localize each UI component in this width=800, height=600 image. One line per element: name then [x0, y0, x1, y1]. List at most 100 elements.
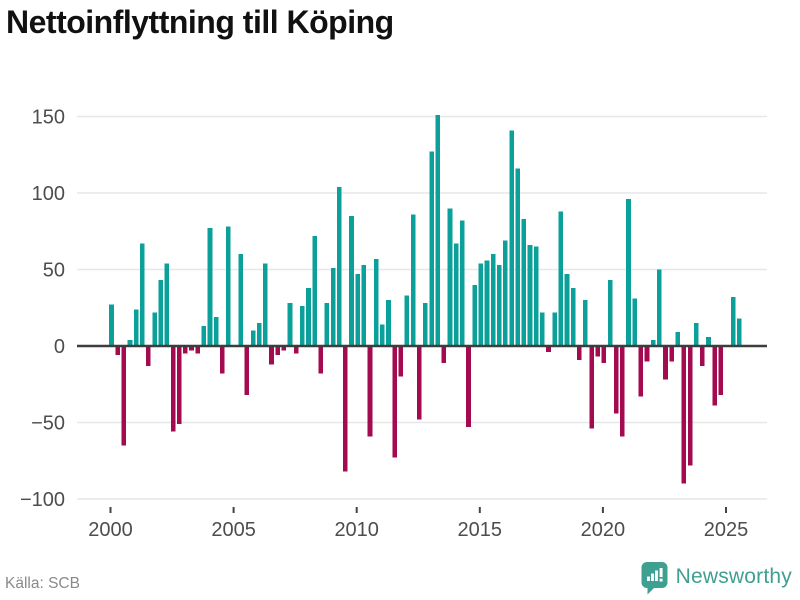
- newsworthy-logo: Newsworthy: [640, 558, 792, 596]
- bar: [509, 130, 514, 346]
- bar: [620, 346, 625, 437]
- bar: [589, 346, 594, 429]
- bar: [521, 219, 527, 346]
- bar: [287, 303, 293, 346]
- bar: [121, 346, 127, 446]
- bar: [373, 258, 379, 346]
- bar: [613, 346, 619, 414]
- bar: [176, 346, 182, 425]
- bar: [330, 267, 336, 346]
- x-tick-label: 2010: [334, 519, 379, 541]
- y-tick-label: 100: [32, 183, 65, 205]
- x-tick-label: 2015: [458, 519, 503, 541]
- bar: [115, 346, 120, 356]
- bar: [324, 303, 330, 346]
- bar: [441, 346, 447, 363]
- bar: [146, 346, 151, 366]
- bar: [540, 312, 545, 346]
- bar: [312, 235, 317, 346]
- bar: [663, 346, 668, 380]
- x-tick-label: 2020: [581, 519, 626, 541]
- bar: [318, 346, 324, 374]
- y-tick-label: 0: [54, 336, 65, 358]
- bar: [306, 287, 311, 346]
- bar: [219, 346, 225, 374]
- bar: [269, 346, 274, 365]
- bar: [693, 323, 699, 346]
- bar: [576, 346, 582, 360]
- x-tick-label: 2005: [211, 519, 256, 541]
- bar: [300, 306, 305, 346]
- bar: [183, 346, 188, 354]
- bar: [687, 346, 693, 466]
- bar: [207, 228, 213, 346]
- bar: [503, 240, 508, 346]
- x-tick-label: 2000: [88, 519, 133, 541]
- bar: [416, 346, 422, 420]
- bar: [398, 346, 404, 377]
- bar: [164, 263, 170, 346]
- bar: [595, 346, 601, 357]
- bar: [601, 346, 607, 363]
- bar: [607, 280, 613, 346]
- bar: [706, 336, 711, 346]
- bar: [650, 339, 656, 346]
- bar: [484, 260, 490, 346]
- bar: [275, 346, 280, 356]
- bar: [386, 300, 391, 346]
- bar: [410, 214, 416, 346]
- bar-chart-plot: 150 100 50 0 −50 −100 2000 2005 2010 2015 2020 2025: [20, 107, 767, 541]
- bar: [730, 297, 736, 346]
- bar: [392, 346, 397, 458]
- bar: [656, 269, 662, 346]
- bar: [189, 346, 194, 351]
- bar: [404, 295, 410, 346]
- bar: [453, 243, 459, 346]
- bar: [336, 186, 342, 346]
- bar: [737, 318, 742, 346]
- bar: [152, 312, 157, 346]
- bar: [570, 287, 576, 346]
- bar: [109, 304, 114, 346]
- bar: [429, 151, 434, 346]
- bar: [564, 274, 570, 346]
- bar: [447, 208, 453, 346]
- bar: [527, 245, 533, 346]
- bar: [435, 114, 441, 346]
- bar: [478, 263, 484, 346]
- bar: [195, 346, 200, 354]
- newsworthy-bubble-chart-icon: [641, 561, 668, 594]
- bar: [638, 346, 644, 397]
- bar: [700, 346, 705, 366]
- bar: [718, 346, 724, 395]
- y-tick-label: −100: [20, 489, 65, 511]
- y-tick-label: −50: [31, 413, 65, 435]
- bar: [466, 346, 471, 428]
- bar: [244, 346, 250, 395]
- bar: [546, 346, 551, 353]
- bar: [472, 284, 477, 346]
- bar: [632, 298, 637, 346]
- bar: [201, 326, 207, 346]
- bar: [515, 168, 521, 346]
- bar: [367, 346, 373, 437]
- bar: [558, 211, 564, 346]
- bar: [626, 199, 631, 346]
- bar: [380, 324, 385, 346]
- bar: [238, 254, 244, 346]
- bar: [250, 330, 256, 346]
- chart-title: Nettoinflyttning till Köping: [6, 4, 394, 40]
- bar: [158, 280, 164, 346]
- bar: [460, 220, 465, 346]
- bar: [423, 303, 428, 346]
- bar: [293, 346, 299, 354]
- bar: [127, 339, 133, 346]
- y-tick-label: 150: [32, 107, 65, 129]
- bar: [644, 346, 650, 362]
- bar: [669, 346, 674, 362]
- bar: [355, 274, 360, 346]
- bar: [583, 300, 588, 346]
- bar: [226, 226, 231, 346]
- bar: [552, 312, 557, 346]
